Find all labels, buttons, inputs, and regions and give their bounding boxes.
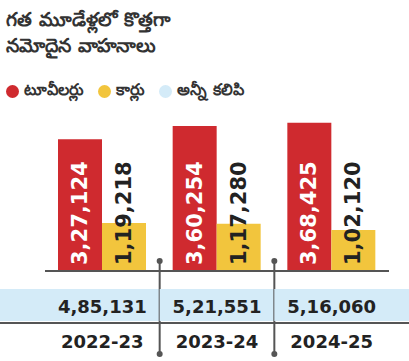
- svg-text:2022-23: 2022-23: [61, 331, 144, 352]
- svg-text:4,85,131: 4,85,131: [58, 296, 147, 317]
- svg-text:3,60,254: 3,60,254: [183, 161, 207, 265]
- html-text:టూవీలర్లు: టూవీలర్లు: [24, 80, 84, 99]
- svg-text:5,21,551: 5,21,551: [173, 296, 262, 317]
- html-text:గత మూడేళ్లలో కొత్తగా నమోదైన వా: గత మూడేళ్లలో కొత్తగా నమోదైన వాహనాలు: [6, 8, 172, 56]
- svg-text:1,02,120: 1,02,120: [341, 161, 365, 265]
- svg-text:1,19,218: 1,19,218: [112, 161, 136, 265]
- svg-text:3,68,425: 3,68,425: [297, 161, 321, 265]
- html-text:అన్నీ కలిపి: అన్నీ కలిపి: [177, 80, 244, 99]
- svg-text:3,27,124: 3,27,124: [68, 161, 92, 265]
- svg-text:5,16,060: 5,16,060: [287, 296, 376, 317]
- html-text:కార్లు: కార్లు: [116, 80, 145, 99]
- svg-text:1,17,280: 1,17,280: [227, 161, 251, 265]
- svg-text:2024-25: 2024-25: [290, 331, 373, 352]
- svg-text:2023-24: 2023-24: [176, 331, 259, 352]
